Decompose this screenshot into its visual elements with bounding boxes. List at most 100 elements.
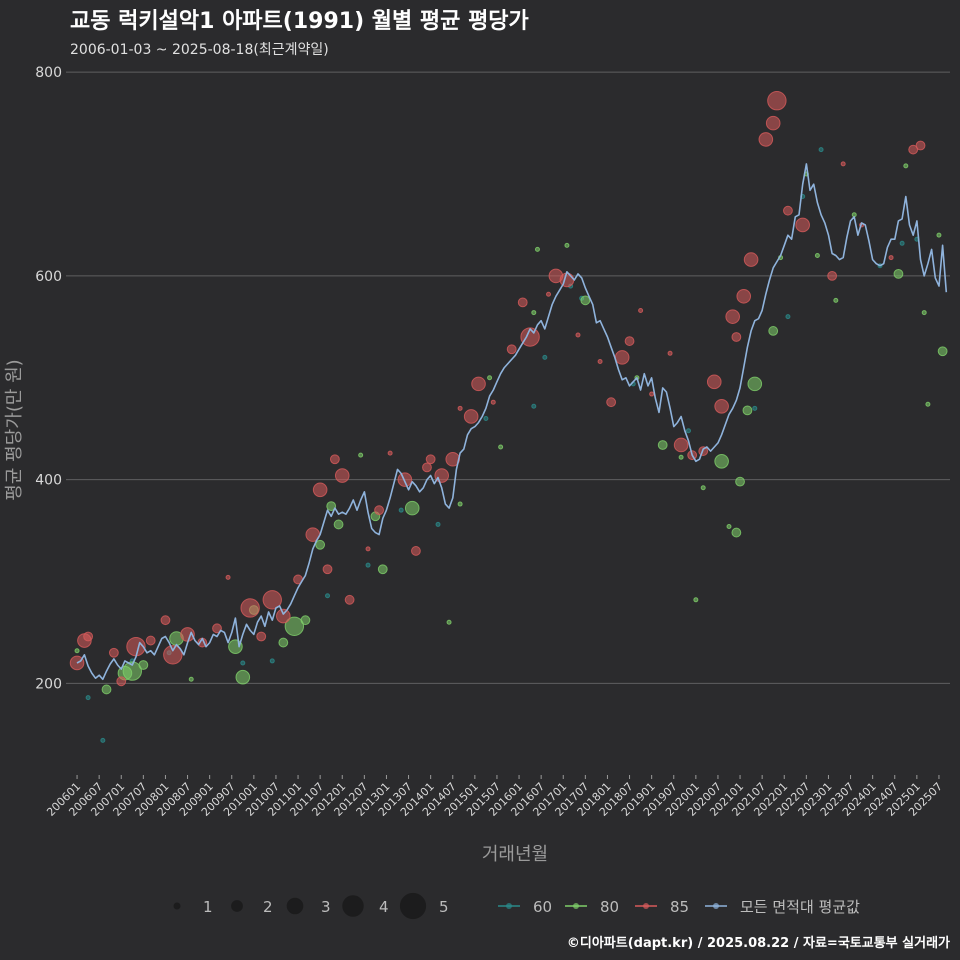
point-area-85: [422, 462, 432, 473]
point-area-80: [531, 310, 537, 316]
point-area-85: [163, 645, 183, 665]
point-area-85: [322, 564, 333, 575]
point-area-85: [575, 332, 581, 338]
size-legend: 1 2 3 4 5: [173, 892, 449, 920]
point-area-80: [936, 232, 942, 238]
point-area-80: [742, 405, 753, 416]
point-area-80: [731, 527, 742, 538]
point-area-80: [768, 326, 779, 336]
point-area-85: [108, 647, 119, 658]
point-area-80: [278, 637, 289, 648]
point-area-80: [122, 661, 143, 681]
point-area-85: [725, 309, 740, 324]
point-area-85: [638, 308, 644, 314]
point-area-60: [240, 660, 246, 666]
point-area-60: [542, 354, 548, 360]
point-area-80: [404, 500, 420, 516]
point-area-80: [457, 501, 463, 507]
color-legend-label-85: 85: [670, 898, 689, 916]
size-legend-key-3: [286, 897, 304, 915]
y-tick-labels: 200 400 600 800: [35, 65, 62, 692]
grid-lines: [66, 71, 950, 684]
point-area-85: [116, 676, 127, 687]
point-area-85: [463, 409, 479, 424]
point-area-85: [256, 631, 267, 642]
scatter-points: [69, 91, 948, 743]
point-area-85: [765, 115, 781, 131]
point-area-80: [580, 295, 591, 306]
point-area-85: [714, 398, 729, 414]
point-area-80: [377, 564, 388, 575]
point-area-80: [446, 619, 452, 625]
point-area-80: [700, 485, 706, 491]
point-area-85: [767, 91, 787, 111]
point-area-80: [188, 676, 194, 682]
point-area-85: [212, 623, 222, 634]
color-legend-dot-85: [643, 903, 649, 909]
size-legend-key-5: [399, 892, 427, 920]
point-area-80: [564, 242, 570, 248]
point-area-80: [893, 268, 904, 279]
point-area-80: [300, 615, 311, 626]
point-area-85: [758, 132, 774, 147]
color-legend-label-avg: 모든 면적대 평균값: [740, 898, 860, 916]
point-area-60: [269, 658, 275, 664]
point-area-80: [921, 310, 927, 316]
point-area-85: [387, 450, 393, 456]
point-area-80: [138, 660, 149, 670]
point-area-80: [487, 375, 493, 381]
y-tick-label: 200: [35, 676, 62, 692]
color-legend-dot-60: [506, 903, 512, 909]
point-area-60: [899, 240, 905, 246]
point-area-85: [397, 472, 413, 487]
point-area-60: [685, 428, 691, 434]
point-area-85: [743, 252, 759, 267]
point-area-80: [925, 401, 931, 407]
point-area-60: [85, 695, 91, 701]
point-area-85: [827, 271, 838, 281]
x-axis-label: 거래년월: [482, 844, 548, 865]
size-legend-label: 5: [439, 898, 449, 916]
point-area-80: [657, 440, 668, 450]
point-area-85: [597, 358, 603, 364]
average-line-layer: [76, 163, 948, 681]
point-area-80: [678, 454, 684, 460]
point-area-85: [329, 454, 340, 465]
color-legend: 60 80 85 모든 면적대 평균값: [498, 898, 860, 916]
point-area-80: [747, 376, 763, 392]
point-area-85: [83, 631, 93, 642]
point-area-80: [333, 519, 344, 530]
point-area-60: [365, 562, 371, 568]
point-area-60: [100, 737, 106, 743]
point-area-80: [833, 297, 839, 303]
point-area-60: [531, 403, 537, 409]
point-area-85: [425, 454, 436, 465]
point-area-85: [365, 546, 371, 552]
point-area-85: [888, 255, 894, 261]
point-area-80: [326, 501, 337, 511]
point-area-85: [614, 350, 630, 365]
color-legend-label-60: 60: [533, 898, 552, 916]
point-area-85: [262, 590, 282, 610]
point-area-80: [735, 476, 745, 487]
point-area-85: [145, 635, 156, 646]
point-area-85: [225, 574, 231, 580]
point-area-85: [624, 336, 635, 346]
point-area-80: [101, 684, 112, 695]
point-area-60: [483, 416, 489, 421]
size-legend-label: 4: [379, 898, 389, 916]
point-area-85: [840, 161, 846, 167]
point-area-85: [276, 608, 291, 624]
point-area-85: [334, 468, 350, 483]
point-area-85: [673, 437, 689, 453]
point-area-80: [937, 346, 948, 357]
point-area-85: [795, 217, 810, 233]
point-area-60: [398, 507, 404, 513]
color-legend-dot-avg: [713, 903, 719, 909]
point-area-60: [752, 405, 758, 411]
point-area-85: [915, 140, 926, 151]
y-tick-label: 600: [35, 269, 62, 285]
point-area-80: [315, 539, 326, 550]
